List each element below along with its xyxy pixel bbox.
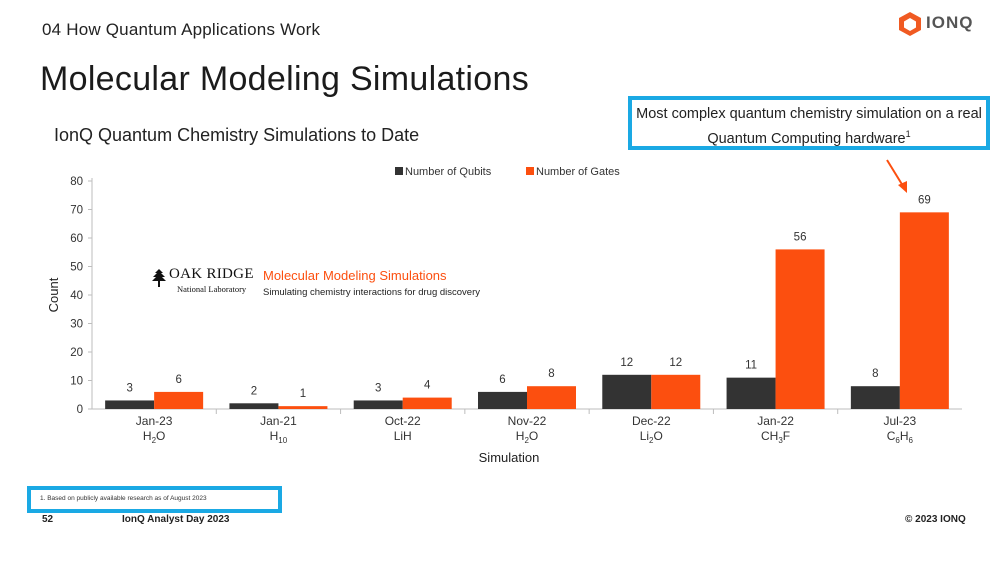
y-axis-ticks: 0 10 20 30 40 50 60 70 80: [70, 176, 92, 416]
x-tick-molecule: C6H6: [887, 429, 914, 445]
bar-gates: [651, 374, 701, 409]
data-label: 3: [126, 382, 132, 394]
data-label: 12: [620, 357, 633, 369]
x-axis-label: Simulation: [479, 450, 540, 465]
data-label: 8: [548, 368, 554, 380]
data-label: 1: [300, 388, 306, 400]
callout-arrow: [886, 159, 907, 193]
x-tick-date: Jan-21: [260, 414, 297, 428]
bar-qubits: [353, 400, 403, 409]
bar-gates: [402, 397, 452, 409]
y-tick-label: 30: [70, 319, 83, 331]
bar-gates: [527, 386, 576, 409]
y-tick-label: 70: [70, 205, 83, 217]
bar-qubits: [478, 391, 527, 409]
bar-qubits: [229, 403, 279, 409]
bar-qubits: [726, 377, 776, 409]
ionq-hexagon-icon: [899, 12, 921, 36]
y-tick-label: 80: [70, 176, 83, 188]
y-tick-label: 10: [70, 376, 83, 388]
oak-ridge-logo: OAK RIDGE National Laboratory: [150, 266, 260, 300]
inset-title: Molecular Modeling Simulations: [263, 268, 447, 283]
oak-ridge-subtitle: National Laboratory: [177, 284, 247, 294]
oak-tree-icon: [152, 269, 166, 287]
footnote-text: 1. Based on publicly available research …: [40, 495, 207, 502]
footer-event: IonQ Analyst Day 2023: [122, 514, 230, 525]
arrow-shaft: [886, 159, 904, 187]
x-tick-date: Jan-22: [757, 414, 794, 428]
callout-footnote-mark: 1: [905, 129, 911, 139]
bar-qubits: [602, 374, 652, 409]
bar-qubits: [105, 400, 155, 409]
x-tick-molecule: LiH: [394, 429, 412, 443]
y-axis-label: Count: [46, 277, 61, 312]
legend-swatch: [395, 167, 403, 175]
page-title: Molecular Modeling Simulations: [40, 60, 530, 98]
chart-bars: [105, 212, 949, 409]
x-tick-date: Oct-22: [385, 414, 421, 428]
legend-swatch: [526, 167, 534, 175]
x-tick-date: Dec-22: [632, 414, 671, 428]
data-label: 56: [794, 231, 807, 243]
data-label: 2: [251, 385, 257, 397]
y-tick-label: 60: [70, 233, 83, 245]
bar-gates: [899, 212, 949, 409]
chart-title: IonQ Quantum Chemistry Simulations to Da…: [54, 125, 420, 145]
bar-gates: [154, 391, 204, 409]
data-label: 6: [499, 374, 505, 386]
legend-label: Number of Qubits: [405, 166, 492, 178]
data-label: 3: [375, 382, 381, 394]
copyright: © 2023 IONQ: [905, 514, 966, 525]
oak-ridge-name: OAK RIDGE: [169, 266, 254, 282]
x-tick-molecule: CH3F: [761, 429, 790, 445]
bar-qubits: [850, 386, 900, 409]
section-heading: 04 How Quantum Applications Work: [42, 20, 321, 39]
x-tick-date: Jul-23: [884, 414, 917, 428]
y-tick-label: 0: [77, 404, 83, 416]
x-tick-date: Nov-22: [508, 414, 547, 428]
data-label: 6: [175, 374, 181, 386]
y-tick-label: 50: [70, 262, 83, 274]
data-label: 69: [918, 194, 931, 206]
legend-label: Number of Gates: [536, 166, 620, 178]
callout-text: Most complex quantum chemistry simulatio…: [636, 106, 982, 147]
x-tick-molecule: H2O: [516, 429, 538, 445]
x-tick-molecule: H10: [270, 429, 288, 445]
data-label: 12: [669, 357, 682, 369]
y-tick-label: 20: [70, 347, 83, 359]
data-label: 11: [745, 360, 757, 372]
data-labels: 3 6 2 1 3 4 6 8 12 12 11 56 8 69: [126, 194, 930, 400]
arrow-head: [898, 181, 907, 193]
x-tick-molecule: Li2O: [640, 429, 663, 445]
logo-text: IONQ: [926, 13, 974, 32]
footnote-box: [27, 486, 282, 513]
data-label: 8: [872, 368, 878, 380]
x-tick-molecule: H2O: [143, 429, 165, 445]
bar-gates: [278, 406, 328, 409]
chart-legend: Number of Qubits Number of Gates: [395, 166, 620, 178]
data-label: 4: [424, 380, 431, 392]
ionq-logo: IONQ: [898, 10, 988, 38]
page-number: 52: [42, 514, 54, 525]
x-axis-ticks: Jan-23H2OJan-21H10Oct-22LiHNov-22H2ODec-…: [136, 409, 917, 445]
x-tick-date: Jan-23: [136, 414, 173, 428]
bar-gates: [775, 249, 825, 409]
y-tick-label: 40: [70, 290, 83, 302]
callout-box: Most complex quantum chemistry simulatio…: [628, 96, 990, 150]
inset-subtitle: Simulating chemistry interactions for dr…: [263, 287, 481, 298]
